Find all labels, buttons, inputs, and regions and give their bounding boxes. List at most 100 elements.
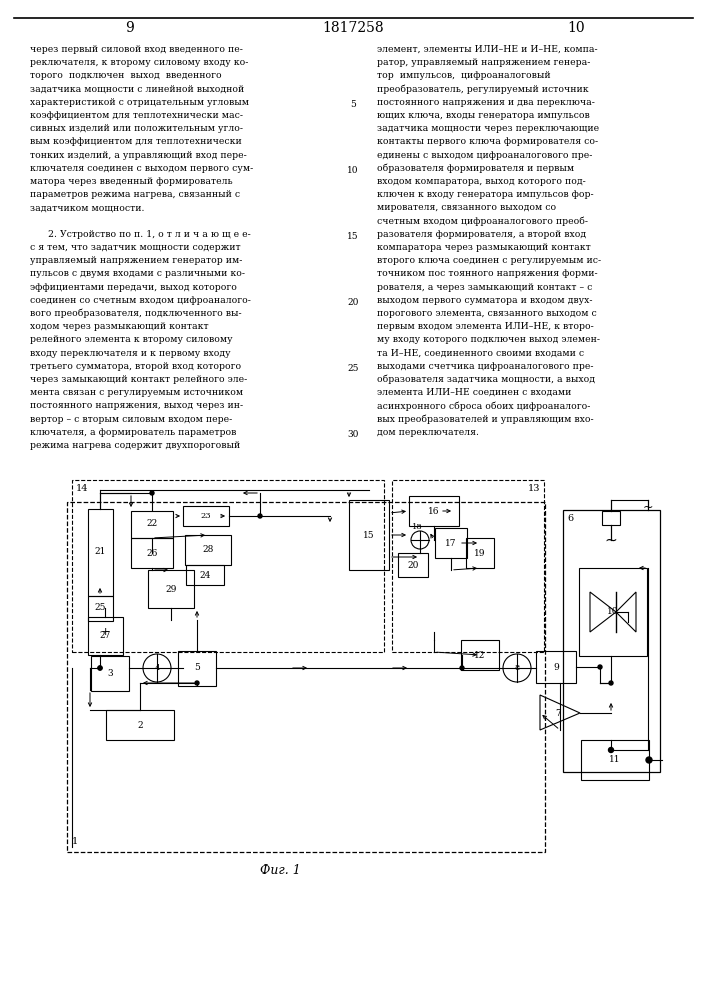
Bar: [563, 510, 660, 772]
Text: третьего сумматора, второй вход которого: третьего сумматора, второй вход которого: [30, 362, 241, 371]
Text: разователя формирователя, а второй вход: разователя формирователя, а второй вход: [377, 230, 586, 239]
Text: ратор, управляемый напряжением генера-: ратор, управляемый напряжением генера-: [377, 58, 590, 67]
Text: соединен со счетным входом цифроаналого-: соединен со счетным входом цифроаналого-: [30, 296, 251, 305]
Text: задатчика мощности с линейной выходной: задатчика мощности с линейной выходной: [30, 85, 244, 94]
Bar: [67, 502, 545, 852]
Text: коэффициентом для теплотехнически мас-: коэффициентом для теплотехнически мас-: [30, 111, 243, 120]
Text: точником пос тоянного напряжения форми-: точником пос тоянного напряжения форми-: [377, 269, 597, 278]
Text: ~: ~: [643, 500, 653, 514]
Text: контакты первого ключа формирователя со-: контакты первого ключа формирователя со-: [377, 137, 598, 146]
Bar: [88, 617, 122, 655]
Text: 8: 8: [514, 664, 520, 672]
Bar: [409, 496, 459, 526]
Text: рователя, а через замыкающий контакт – с: рователя, а через замыкающий контакт – с: [377, 283, 592, 292]
Bar: [581, 740, 649, 780]
Text: 16: 16: [428, 506, 440, 516]
Text: входом компаратора, выход которого под-: входом компаратора, выход которого под-: [377, 177, 586, 186]
Bar: [185, 535, 231, 565]
Text: пульсов с двумя входами с различными ко-: пульсов с двумя входами с различными ко-: [30, 269, 245, 278]
Text: мирователя, связанного выходом со: мирователя, связанного выходом со: [377, 203, 556, 212]
Circle shape: [150, 491, 154, 495]
Text: 11: 11: [609, 756, 621, 764]
Text: ходом через размыкающий контакт: ходом через размыкающий контакт: [30, 322, 209, 331]
Text: му входу которого подключен выход элемен-: му входу которого подключен выход элемен…: [377, 335, 600, 344]
Text: 19: 19: [474, 548, 486, 558]
Text: через первый силовой вход введенного пе-: через первый силовой вход введенного пе-: [30, 45, 243, 54]
Circle shape: [609, 681, 613, 685]
Text: вертор – с вторым силовым входом пере-: вертор – с вторым силовым входом пере-: [30, 415, 233, 424]
Circle shape: [258, 514, 262, 518]
Bar: [392, 480, 544, 652]
Bar: [602, 511, 620, 525]
Bar: [131, 510, 173, 538]
Text: сивных изделий или положительным угло-: сивных изделий или положительным угло-: [30, 124, 243, 133]
Text: с я тем, что задатчик мощности содержит: с я тем, что задатчик мощности содержит: [30, 243, 240, 252]
Text: порогового элемента, связанного выходом с: порогового элемента, связанного выходом …: [377, 309, 597, 318]
Text: ключателя соединен с выходом первого сум-: ключателя соединен с выходом первого сум…: [30, 164, 253, 173]
Bar: [579, 568, 647, 656]
Text: 25: 25: [347, 364, 358, 373]
Text: режима нагрева содержит двухпороговый: режима нагрева содержит двухпороговый: [30, 441, 240, 450]
Text: мента связан с регулируемым источником: мента связан с регулируемым источником: [30, 388, 243, 397]
Text: 15: 15: [347, 232, 359, 241]
Bar: [461, 640, 499, 670]
Text: та И–НЕ, соединенного своими входами с: та И–НЕ, соединенного своими входами с: [377, 349, 584, 358]
Text: счетным входом цифроаналогового преоб-: счетным входом цифроаналогового преоб-: [377, 217, 588, 226]
Text: +: +: [100, 627, 110, 637]
Bar: [186, 565, 224, 585]
Text: 21: 21: [94, 548, 105, 556]
Text: 14: 14: [76, 484, 88, 493]
Text: 15: 15: [363, 530, 375, 540]
Circle shape: [460, 666, 464, 670]
Text: 20: 20: [407, 560, 419, 570]
Text: параметров режима нагрева, связанный с: параметров режима нагрева, связанный с: [30, 190, 240, 199]
Text: вого преобразователя, подключенного вы-: вого преобразователя, подключенного вы-: [30, 309, 242, 318]
Circle shape: [98, 666, 102, 670]
Bar: [72, 480, 384, 652]
Text: Фиг. 1: Фиг. 1: [259, 863, 300, 876]
Text: 24: 24: [199, 570, 211, 580]
Text: 30: 30: [347, 430, 358, 439]
Text: 2: 2: [137, 720, 143, 730]
Text: матора через введенный формирователь: матора через введенный формирователь: [30, 177, 233, 186]
Text: 22: 22: [146, 520, 158, 528]
Text: элемент, элементы ИЛИ–НЕ и И–НЕ, компа-: элемент, элементы ИЛИ–НЕ и И–НЕ, компа-: [377, 45, 597, 54]
Bar: [435, 528, 467, 558]
Text: 12: 12: [474, 650, 486, 660]
Bar: [88, 595, 112, 620]
Text: эффициентами передачи, выход которого: эффициентами передачи, выход которого: [30, 283, 237, 292]
Text: 10: 10: [567, 21, 585, 35]
Bar: [148, 570, 194, 608]
Text: 28: 28: [202, 546, 214, 554]
Circle shape: [98, 666, 102, 670]
Text: постоянного напряжения, выход через ин-: постоянного напряжения, выход через ин-: [30, 401, 243, 410]
Circle shape: [598, 665, 602, 669]
Text: 18: 18: [412, 523, 423, 531]
Bar: [106, 710, 174, 740]
Text: 1: 1: [72, 837, 78, 846]
Text: 20: 20: [347, 298, 358, 307]
Text: задатчиком мощности.: задатчиком мощности.: [30, 203, 144, 212]
Text: характеристикой с отрицательным угловым: характеристикой с отрицательным угловым: [30, 98, 249, 107]
Text: входу переключателя и к первому входу: входу переключателя и к первому входу: [30, 349, 230, 358]
Text: 25: 25: [94, 603, 106, 612]
Circle shape: [609, 748, 614, 752]
Bar: [178, 650, 216, 686]
Text: реключателя, к второму силовому входу ко-: реключателя, к второму силовому входу ко…: [30, 58, 248, 67]
Text: управляемый напряжением генератор им-: управляемый напряжением генератор им-: [30, 256, 243, 265]
Text: 26: 26: [146, 548, 158, 558]
Text: 13: 13: [527, 484, 540, 493]
Bar: [88, 508, 112, 595]
Text: асинхронного сброса обоих цифроаналого-: асинхронного сброса обоих цифроаналого-: [377, 401, 590, 411]
Text: второго ключа соединен с регулируемым ис-: второго ключа соединен с регулируемым ис…: [377, 256, 601, 265]
Text: 4: 4: [154, 664, 160, 672]
Bar: [91, 656, 129, 690]
Bar: [536, 651, 576, 683]
Text: 29: 29: [165, 584, 177, 593]
Text: 6: 6: [567, 514, 573, 523]
Text: 3: 3: [107, 668, 113, 678]
Text: через замыкающий контакт релейного эле-: через замыкающий контакт релейного эле-: [30, 375, 247, 384]
Text: 2. Устройство по п. 1, о т л и ч а ю щ е е-: 2. Устройство по п. 1, о т л и ч а ю щ е…: [30, 230, 251, 239]
Text: 5: 5: [350, 100, 356, 109]
Text: ключен к входу генератора импульсов фор-: ключен к входу генератора импульсов фор-: [377, 190, 594, 199]
